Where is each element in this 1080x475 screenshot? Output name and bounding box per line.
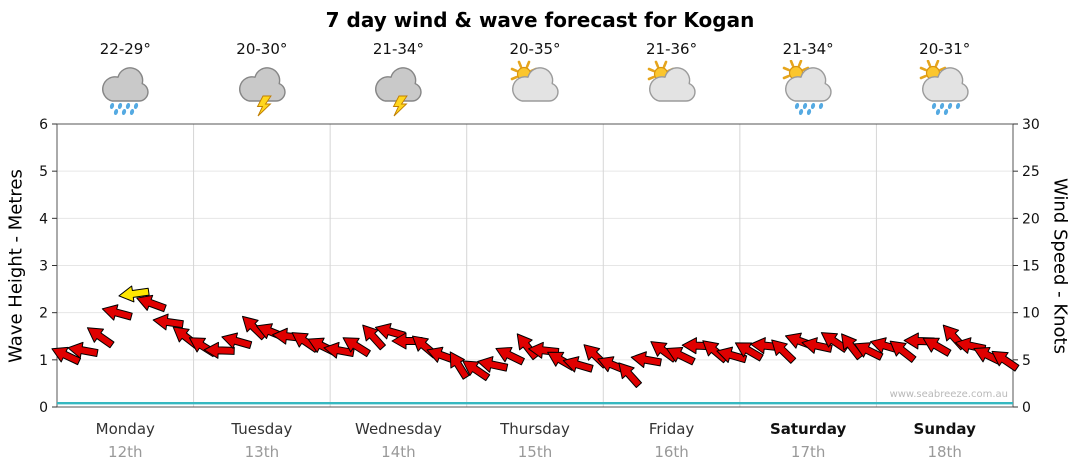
wind-arrow [922, 337, 952, 357]
day-column-tuesday: 20-30° [234, 40, 290, 118]
wind-arrow [136, 294, 167, 313]
temperature-range: 21-36° [646, 40, 698, 58]
day-column-sunday: 20-31° [917, 40, 973, 118]
day-label-tuesday: Tuesday [231, 420, 293, 438]
right-axis-tick: 5 [1022, 353, 1031, 369]
day-label-saturday: Saturday [769, 420, 847, 438]
wind-arrow [618, 362, 643, 388]
wind-arrow [853, 342, 884, 361]
wind-arrow [495, 346, 525, 366]
wind-arrow [362, 324, 386, 351]
wind-arrow [734, 342, 764, 362]
storm-icon [234, 60, 290, 118]
right-axis-tick: 0 [1022, 400, 1031, 416]
partly-cloudy-icon [507, 60, 563, 118]
wind-arrow [67, 341, 99, 359]
wind-arrow [666, 346, 696, 366]
left-axis-tick: 1 [39, 353, 48, 369]
right-axis-tick: 15 [1022, 259, 1040, 275]
temperature-range: 20-30° [236, 40, 288, 58]
wind-arrow [889, 340, 917, 363]
wind-arrow [630, 351, 662, 369]
left-axis-tick: 5 [39, 164, 48, 180]
left-axis-title: Wave Height - Metres [5, 169, 27, 363]
sun-showers-icon [780, 60, 836, 118]
wind-arrow [449, 351, 470, 380]
day-label-sunday: Sunday [913, 420, 976, 438]
day-label-wednesday: Wednesday [355, 420, 442, 438]
right-axis-tick: 25 [1022, 164, 1040, 180]
temperature-range: 22-29° [99, 40, 151, 58]
wind-arrow [374, 323, 406, 340]
temperature-range: 21-34° [782, 40, 834, 58]
day-label-thursday: Thursday [500, 420, 570, 438]
day-date-thursday: 15th [517, 443, 553, 461]
day-date-friday: 16th [654, 443, 689, 461]
partly-cloudy-icon [644, 60, 700, 118]
rain-icon [97, 60, 153, 118]
axis-ticks: 0 1 2 3 4 5 6 0 5 10 15 20 25 30 [39, 117, 1040, 416]
left-axis-tick: 6 [39, 117, 48, 133]
day-date-sunday: 18th [927, 443, 962, 461]
wind-arrow [152, 313, 184, 331]
sun-showers-icon [917, 60, 973, 118]
day-date-wednesday: 14th [381, 443, 416, 461]
right-axis-tick: 10 [1022, 306, 1040, 322]
day-column-monday: 22-29° [97, 40, 153, 118]
day-column-saturday: 21-34° [780, 40, 836, 118]
left-axis-tick: 4 [39, 211, 48, 227]
right-axis-tick: 20 [1022, 211, 1040, 227]
day-date-saturday: 17th [790, 443, 826, 461]
wind-arrow [477, 356, 509, 373]
day-column-friday: 21-36° [644, 40, 700, 118]
day-date-monday: 12th [108, 443, 143, 461]
wind-arrow [51, 346, 82, 366]
wind-arrow [462, 360, 491, 382]
wind-arrow [562, 356, 594, 373]
day-column-wednesday: 21-34° [370, 40, 426, 118]
wind-arrow [771, 339, 797, 364]
right-axis-title: Wind Speed - Knots [1049, 178, 1071, 354]
gridlines [57, 124, 1013, 407]
temperature-range: 21-34° [372, 40, 424, 58]
wind-arrow [991, 350, 1020, 372]
temperature-range: 20-35° [509, 40, 561, 58]
day-label-friday: Friday [648, 420, 695, 438]
wind-arrow-highlight [118, 285, 150, 303]
temperature-range: 20-31° [919, 40, 971, 58]
left-axis-tick: 3 [39, 259, 48, 275]
wind-arrow [342, 337, 371, 358]
day-date-tuesday: 13th [244, 443, 280, 461]
left-axis-tick: 2 [39, 306, 48, 322]
day-label-monday: Monday [95, 420, 155, 438]
storm-icon [370, 60, 426, 118]
watermark: www.seabreeze.com.au [889, 389, 1008, 400]
left-axis-tick: 0 [39, 400, 48, 416]
day-column-thursday: 20-35° [507, 40, 563, 118]
wind-arrow [221, 332, 253, 349]
right-axis-tick: 30 [1022, 117, 1040, 133]
page-title: 7 day wind & wave forecast for Kogan [325, 8, 755, 32]
wind-arrow [101, 304, 133, 321]
wind-arrow [86, 327, 115, 349]
